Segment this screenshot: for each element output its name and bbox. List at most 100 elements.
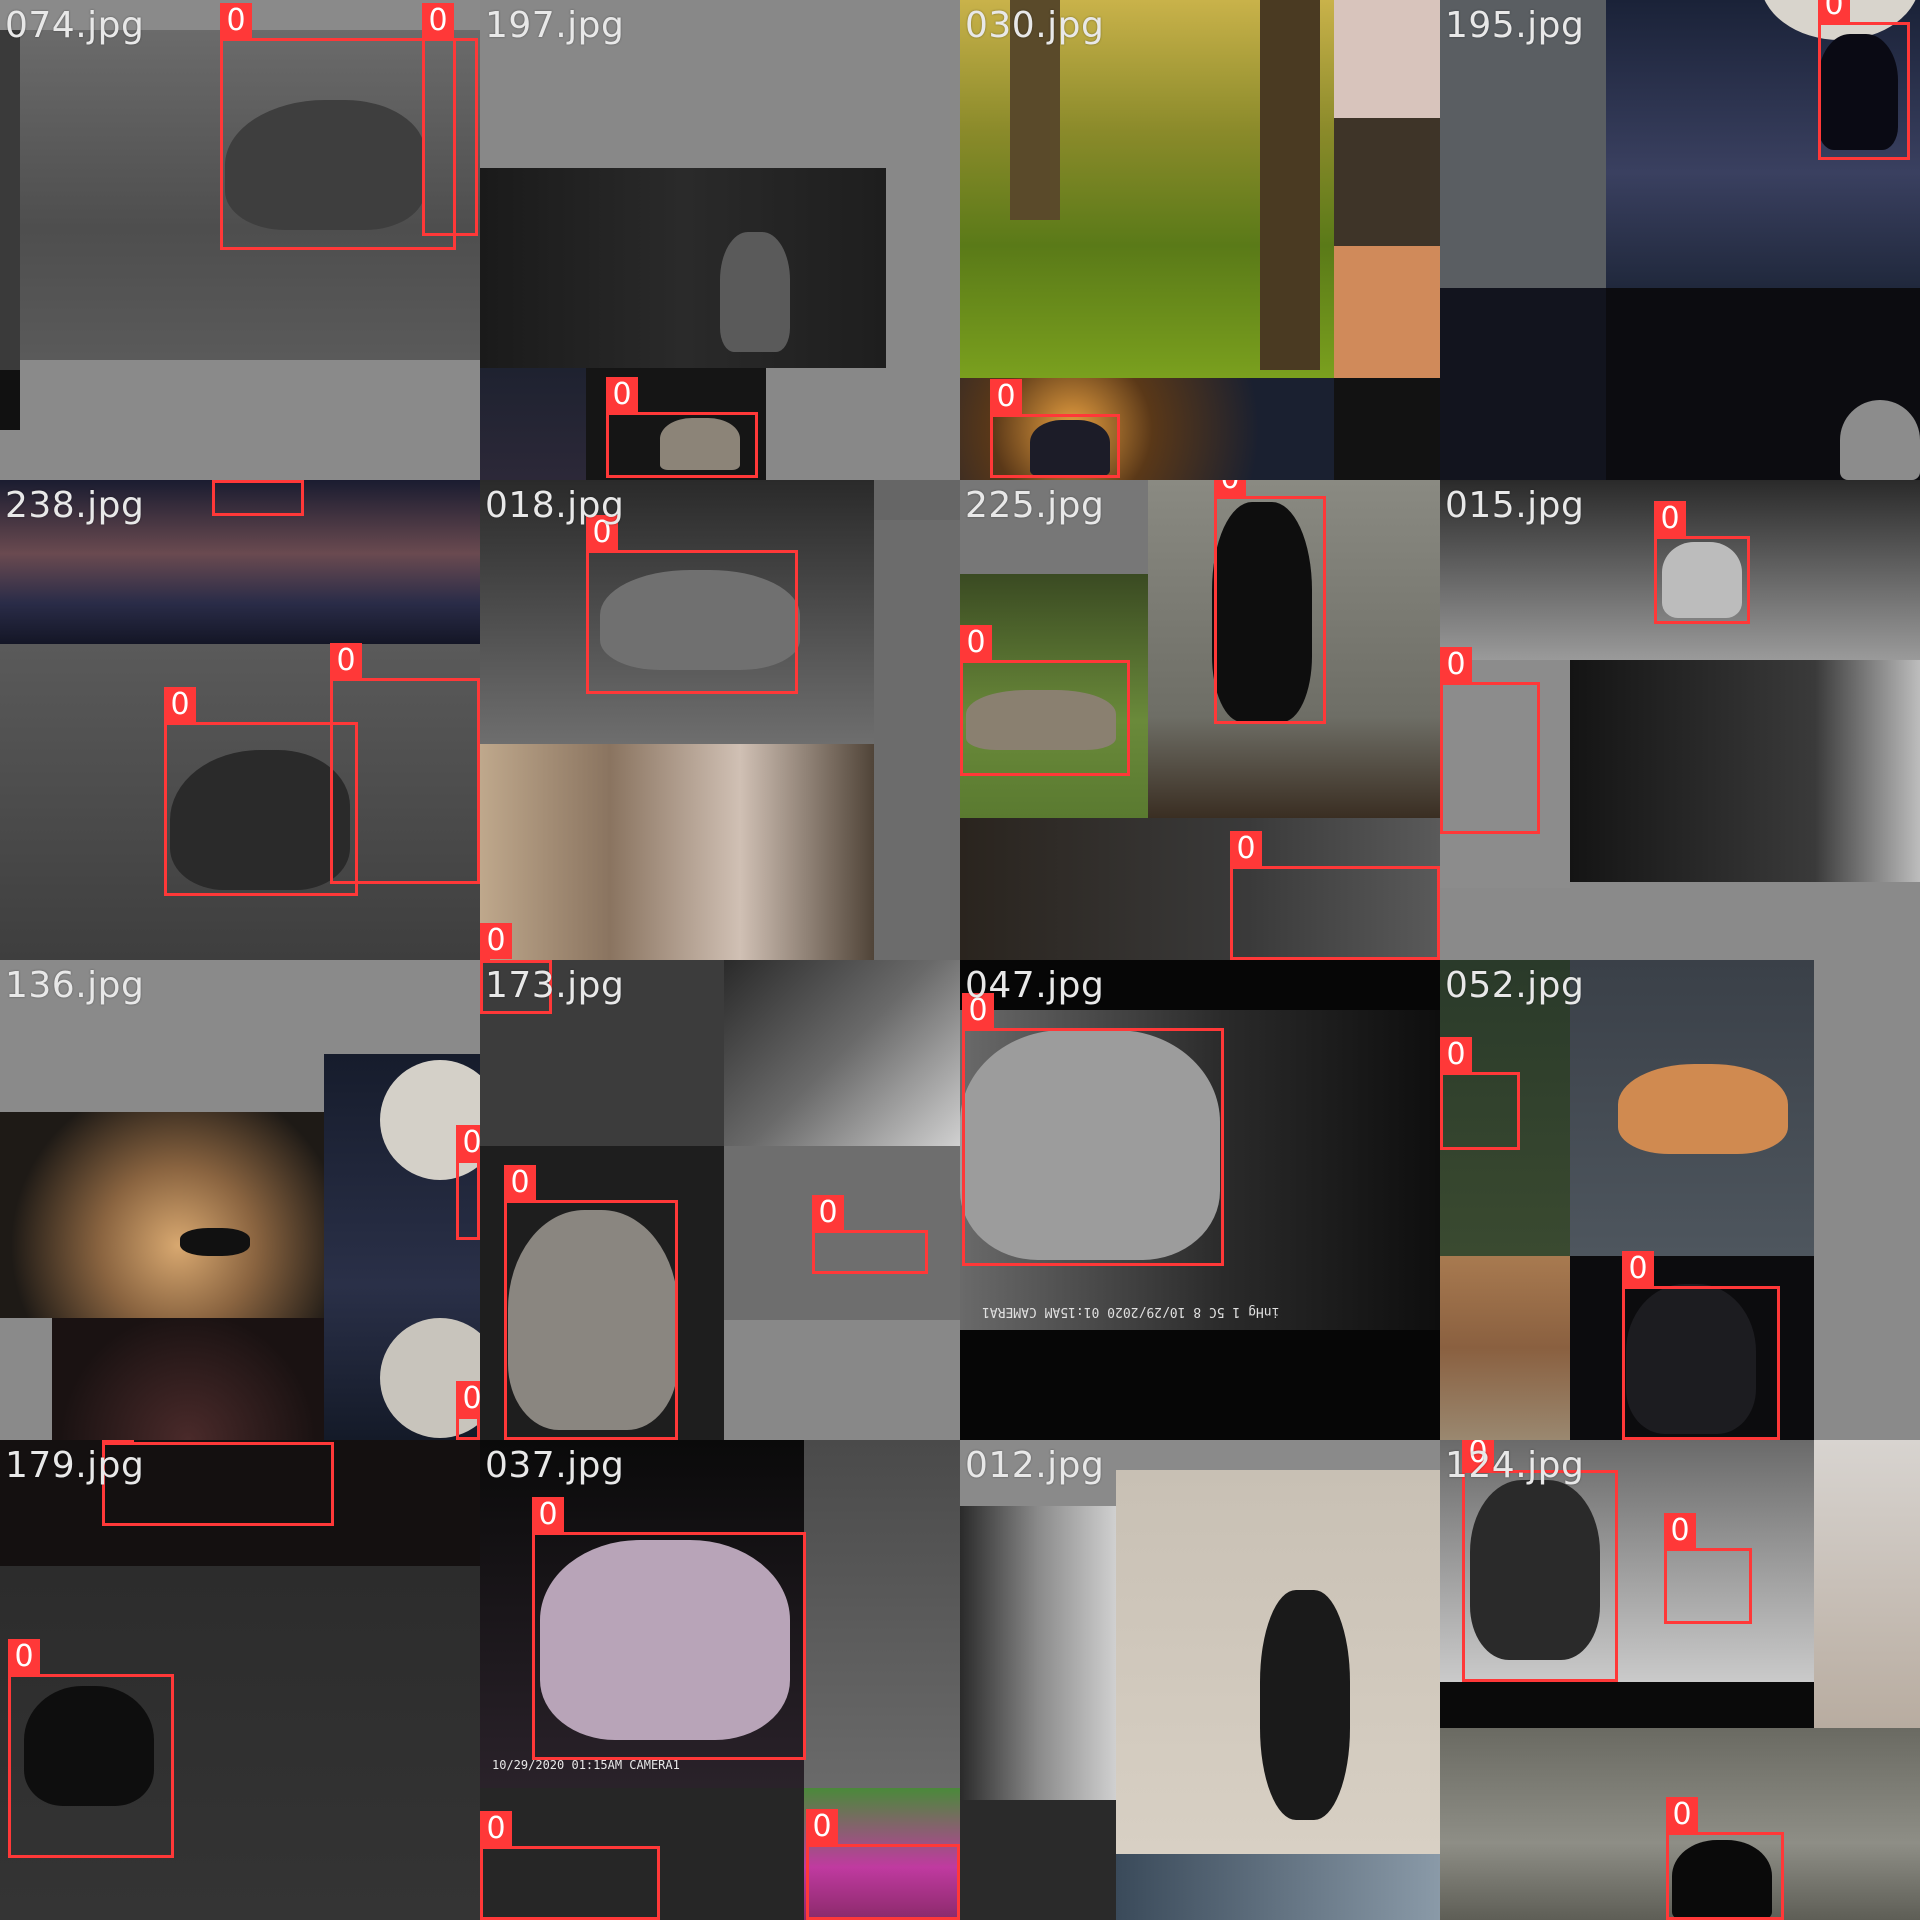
cat-silhouette [225, 100, 425, 230]
tile-filename: 074.jpg [5, 5, 145, 46]
tile-filename: 173.jpg [485, 965, 625, 1006]
milky-way-photo [0, 480, 480, 644]
detection-box: 0 [532, 1497, 806, 1760]
cat-silhouette [1030, 420, 1110, 476]
mosaic-tile: 173.jpg 0 0 0 [480, 960, 960, 1440]
cat-silhouette [508, 1210, 678, 1430]
tile-filename: 225.jpg [965, 485, 1105, 526]
detection-box: 0 [960, 625, 1130, 776]
detection-box: 0 [102, 1440, 334, 1526]
detection-box: 0 [1664, 1513, 1752, 1624]
class-label: 0 [164, 687, 196, 723]
class-label: 0 [1230, 831, 1262, 867]
camera-timestamp: 10/29/2020 01:15AM CAMERA1 [492, 1758, 680, 1772]
detection-box: 0 [586, 515, 798, 694]
cat-silhouette [540, 1540, 790, 1740]
detection-box: 0 [422, 3, 478, 236]
night-woods-photo [1570, 660, 1920, 882]
trail-cam-photo [480, 1788, 804, 1920]
night-sky-photo [1440, 288, 1606, 480]
mosaic-tile: 179.jpg 0 0 [0, 1440, 480, 1920]
cat-faces-grid [480, 744, 874, 960]
detection-box: 0 [212, 480, 304, 516]
tile-filename: 124.jpg [1445, 1445, 1585, 1486]
black-band [1440, 1682, 1814, 1728]
cat-silhouette [1818, 34, 1898, 150]
mosaic-tile: 225.jpg 0 0 0 [960, 480, 1440, 960]
detection-box: 0 [504, 1165, 678, 1440]
class-label: 0 [456, 1125, 480, 1161]
class-label: 0 [960, 625, 992, 661]
tile-filename: 015.jpg [1445, 485, 1585, 526]
class-label: 0 [1462, 1440, 1494, 1471]
mosaic-tile: 052.jpg 0 0 [1440, 960, 1920, 1440]
detection-box: 0 [456, 1125, 480, 1240]
detection-box: 0 [480, 960, 552, 1014]
tile-filename: 238.jpg [5, 485, 145, 526]
cat-silhouette [1470, 1480, 1600, 1660]
tile-filename: 018.jpg [485, 485, 625, 526]
detection-box: 0 [1214, 480, 1326, 724]
detection-box: 0 [606, 377, 758, 478]
snow-cat-photo [1440, 660, 1570, 888]
tile-filename: 195.jpg [1445, 5, 1585, 46]
dark-studio-photo [480, 168, 886, 368]
detection-box: 0 [480, 923, 512, 960]
dark-fur-photo [960, 1800, 1116, 1920]
detection-box: 0 [1230, 831, 1440, 960]
mosaic-tile: 015.jpg 0 0 [1440, 480, 1920, 960]
cat-silhouette [600, 570, 800, 670]
mosaic-tile: 195.jpg 0 [1440, 0, 1920, 480]
night-sky-photo [480, 368, 586, 480]
cat-silhouette [24, 1686, 154, 1806]
class-label: 0 [1818, 0, 1850, 23]
class-label: 0 [812, 1195, 844, 1231]
cat-photo [724, 960, 960, 1146]
mosaic-tile: 012.jpg [960, 1440, 1440, 1920]
class-label: 0 [1654, 501, 1686, 537]
class-label: 0 [586, 515, 618, 551]
mosaic-tile: inHg 1 5C 8 10/29/2020 01:15AM CAMERA1 0… [960, 960, 1440, 1440]
mosaic-tile: 136.jpg 0 0 [0, 960, 480, 1440]
detection-box: 0 [220, 3, 456, 250]
photo-strip [0, 370, 20, 430]
class-label: 0 [1440, 647, 1472, 683]
cat-silhouette [1626, 1284, 1756, 1434]
photo-strip [0, 30, 20, 430]
trail-cam-photo [960, 818, 1440, 960]
detection-box: 0 [806, 1809, 960, 1920]
detection-box: 0 [456, 1381, 480, 1440]
detection-box: 0 [164, 687, 358, 896]
class-label: 0 [1214, 480, 1246, 497]
tree-trunk [1010, 0, 1060, 220]
cat-silhouette [660, 418, 740, 470]
fabric-photo [1440, 0, 1606, 288]
mosaic-tile: 238.jpg 0 0 0 [0, 480, 480, 960]
tile-filename: 012.jpg [965, 1445, 1105, 1486]
cat-silhouette [1662, 542, 1742, 618]
detection-box: 0 [812, 1195, 928, 1274]
cat-silhouette [170, 750, 350, 890]
class-label: 0 [1666, 1797, 1698, 1833]
class-label: 0 [990, 379, 1022, 415]
mosaic-tile: 10/29/2020 01:15AM CAMERA1 037.jpg 0 0 0 [480, 1440, 960, 1920]
cat-silhouette [1840, 400, 1920, 480]
bokeh-photo [960, 378, 1334, 480]
detection-box: 0 [1440, 1037, 1520, 1150]
detection-box: 0 [1622, 1251, 1780, 1440]
tile-filename: 197.jpg [485, 5, 625, 46]
class-label: 0 [330, 643, 362, 679]
cat-silhouette [960, 1030, 1220, 1260]
class-label: 0 [220, 3, 252, 39]
mosaic-tile: 018.jpg 0 0 [480, 480, 960, 960]
detection-box: 0 [480, 1811, 660, 1920]
detection-box: 0 [962, 993, 1224, 1266]
cat-silhouette [720, 232, 790, 352]
detection-box: 0 [1462, 1440, 1618, 1682]
class-label: 0 [8, 1639, 40, 1675]
mosaic-tile: 074.jpg 0 0 [0, 0, 480, 480]
cat-photo [1116, 1854, 1440, 1920]
class-label: 0 [102, 1440, 134, 1443]
cat-silhouette [1618, 1064, 1788, 1154]
